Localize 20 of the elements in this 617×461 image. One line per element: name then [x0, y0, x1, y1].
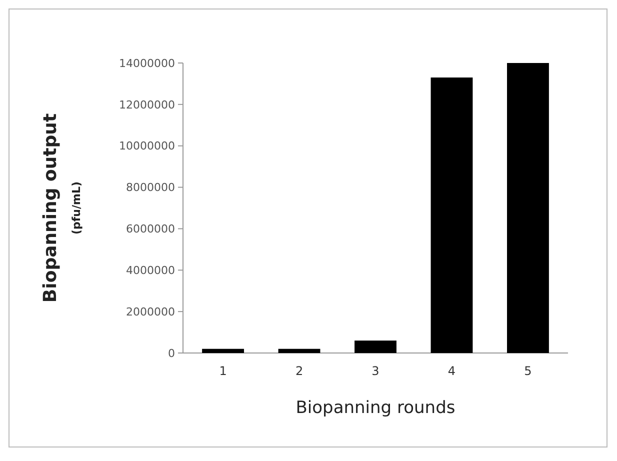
bar: [507, 63, 549, 353]
x-tick-label: 4: [448, 364, 456, 378]
y-tick-label: 10000000: [119, 140, 175, 153]
bar: [202, 348, 244, 353]
x-tick-label: 3: [372, 364, 380, 378]
y-tick-label: 8000000: [126, 181, 175, 194]
x-tick-label: 5: [524, 364, 532, 378]
y-tick-label: 0: [168, 346, 175, 360]
y-tick-label: 12000000: [119, 98, 175, 112]
x-tick-label: 1: [219, 364, 227, 378]
bar: [430, 78, 473, 353]
x-tick-label: 2: [295, 364, 304, 378]
x-axis-title: Biopanning rounds: [296, 398, 456, 418]
bar: [354, 340, 396, 353]
y-axis-title: Biopanning output (pfu/mL): [40, 113, 83, 303]
y-tick-label: 14000000: [119, 56, 175, 70]
y-tick-label: 6000000: [126, 222, 175, 236]
y-tick-label: 4000000: [126, 264, 175, 277]
y-tick-label: 2000000: [126, 305, 175, 318]
bar: [278, 348, 320, 353]
